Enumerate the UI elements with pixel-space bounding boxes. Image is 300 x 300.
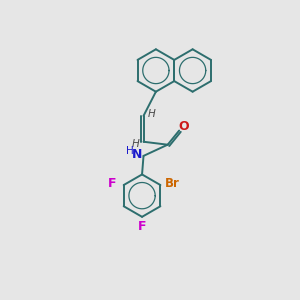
Text: H: H (148, 109, 156, 119)
Text: H: H (131, 139, 139, 149)
Text: F: F (108, 177, 117, 190)
Text: H: H (125, 146, 133, 156)
Text: Br: Br (165, 177, 180, 190)
Text: N: N (132, 148, 142, 161)
Text: F: F (138, 220, 146, 233)
Text: O: O (178, 120, 189, 133)
